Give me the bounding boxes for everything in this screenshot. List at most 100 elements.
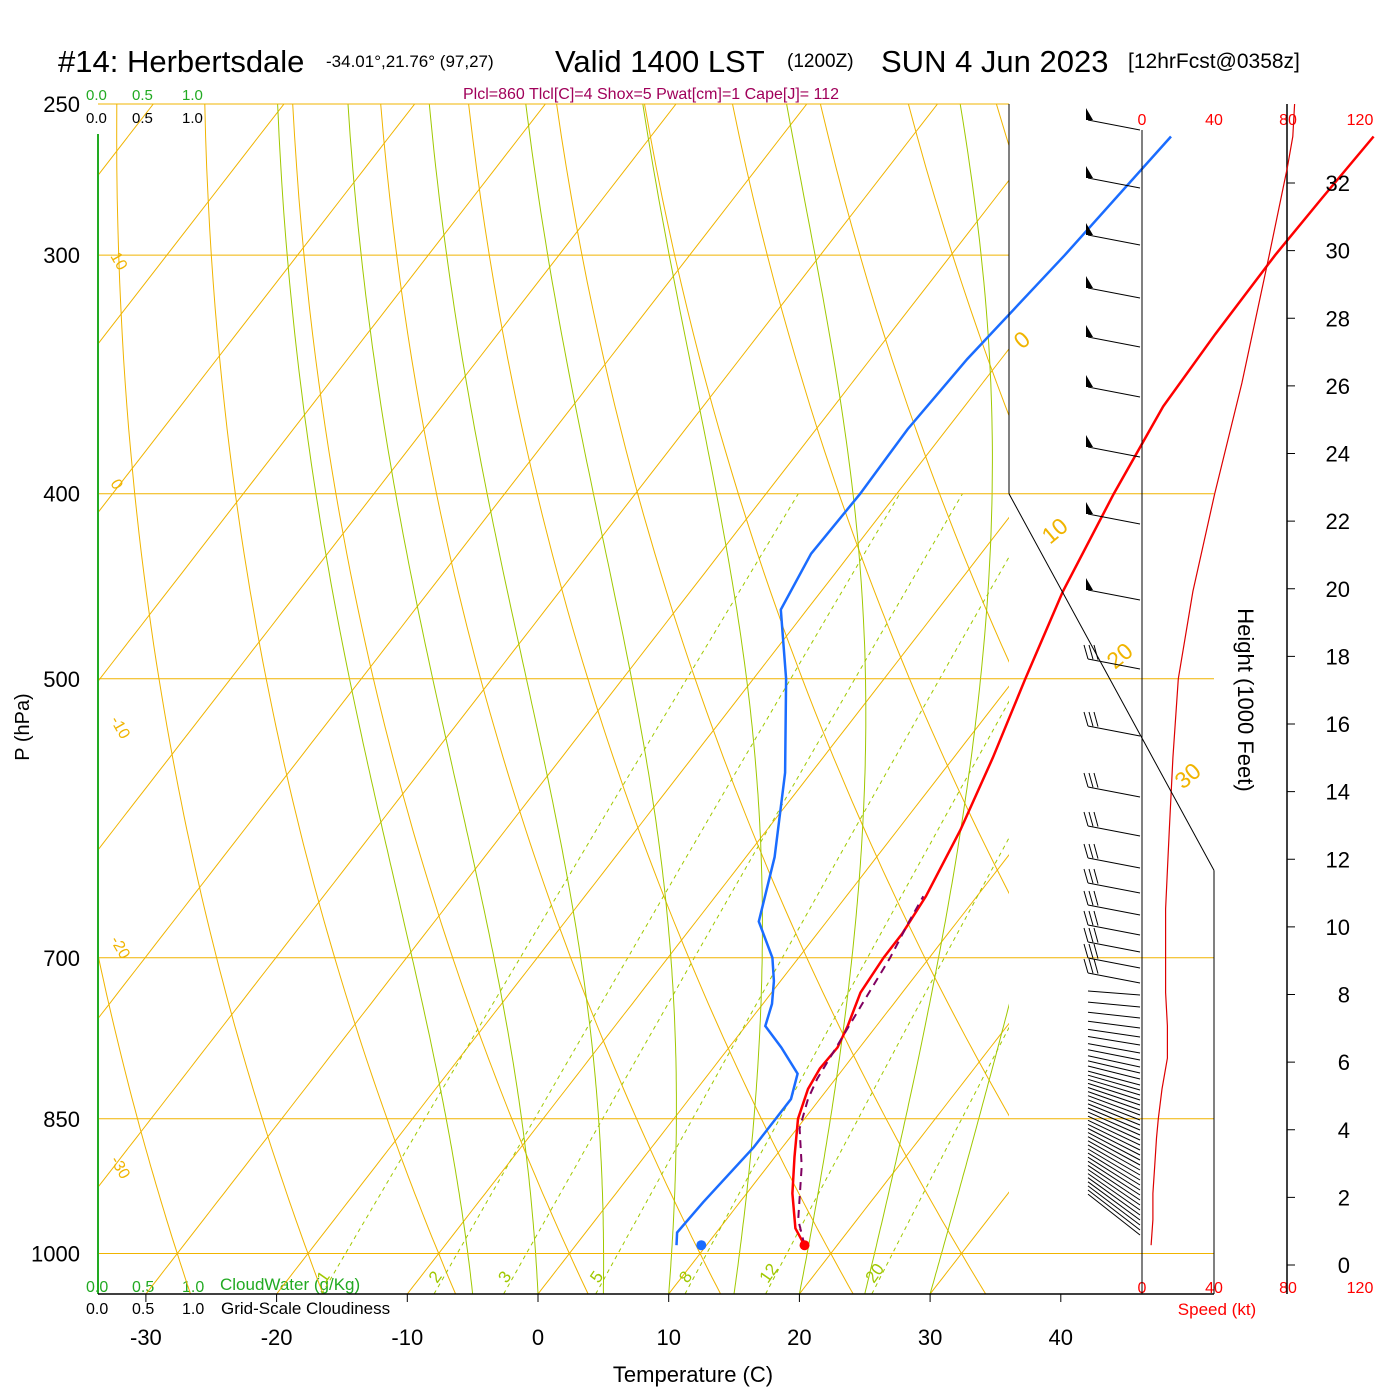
cloud-scale-top: 0.0 0.5 1.0 0.0 0.5 1.0	[86, 87, 203, 127]
wind-barb-shaft	[1087, 882, 1141, 894]
wind-barb-feather	[1093, 644, 1099, 660]
wind-barb-feather	[1088, 644, 1094, 660]
wind-barb-shaft	[1087, 1078, 1141, 1096]
station-coords: -34.01°,21.76° (97,27)	[326, 52, 494, 71]
wind-barb-shaft	[1087, 1132, 1141, 1161]
wind-barb-shaft	[1087, 1099, 1141, 1121]
isotherm	[1192, 104, 1400, 1294]
moist-adiabat	[428, 104, 605, 1294]
cloud-top-black-2: 1.0	[182, 110, 203, 127]
x-tick-label: 10	[656, 1325, 680, 1350]
mixing-ratio-line	[684, 700, 1009, 1294]
wind-barb-feather	[1083, 811, 1089, 827]
height-tick-label: 0	[1338, 1253, 1350, 1278]
wind-barb-feather	[1083, 943, 1089, 959]
dry-adiabat	[819, 104, 1009, 663]
wind-barb-shaft	[1087, 386, 1141, 398]
wind-barb-feather	[1083, 711, 1089, 727]
mixing-ratio-label: 20	[862, 1260, 888, 1286]
wind-barb-shaft	[1087, 941, 1141, 953]
moist-adiabat-label: 10	[1037, 512, 1073, 548]
profiles	[675, 135, 1375, 1251]
cloud-top-black-0: 0.0	[86, 110, 107, 127]
wind-barb-shaft	[1087, 1060, 1141, 1074]
wind-barb-feather	[1083, 890, 1089, 906]
wind-barb-shaft	[1087, 1070, 1141, 1086]
wind-barb-shaft	[1087, 1011, 1141, 1019]
wind-barb-shaft	[1087, 1055, 1141, 1068]
wind-barb-shaft	[1087, 1111, 1141, 1136]
dry-adiabat-label: -30	[107, 1154, 133, 1183]
y-tick-label: 500	[43, 667, 80, 692]
wind-barb-flag	[1086, 276, 1093, 288]
speed-axis-label: Speed (kt)	[1178, 1300, 1256, 1319]
wind-barb-shaft	[1087, 1087, 1141, 1106]
wind-barb-feather	[1088, 910, 1094, 926]
y-tick-label: 400	[43, 482, 80, 507]
wind-barb-feather	[1088, 890, 1094, 906]
wind-barb-flag	[1086, 375, 1093, 387]
cloud-top-green-1: 0.5	[132, 87, 153, 104]
wind-barb-shaft	[1087, 1028, 1141, 1038]
dry-adiabat	[556, 104, 987, 1294]
wind-barb-shaft	[1087, 825, 1141, 837]
dry-adiabat	[116, 104, 324, 1294]
moist-adiabat-label: 0	[1009, 326, 1036, 354]
wind-barb-shaft	[1087, 1103, 1141, 1126]
wind-barb-shaft	[1087, 1156, 1141, 1191]
wind-barb-shaft	[1087, 1074, 1141, 1091]
dry-adiabat	[907, 104, 1009, 417]
wind-barb-shaft	[1087, 1119, 1141, 1146]
wind-barb-shaft	[1087, 1185, 1141, 1226]
isotherm	[98, 104, 416, 514]
x-tick-label: 40	[1049, 1325, 1073, 1350]
x-tick-label: 0	[532, 1325, 544, 1350]
wind-barb-shaft	[1087, 1136, 1141, 1166]
cloud-bottom-black-1: 0.5	[132, 1301, 154, 1318]
x-tick-label: 30	[918, 1325, 942, 1350]
mixing-ratio-line	[595, 556, 1009, 1294]
speed-tick-top-0: 0	[1138, 112, 1147, 129]
dry-adiabat	[98, 952, 191, 1294]
wind-barb-feather	[1093, 868, 1099, 884]
isotherm	[1322, 104, 1400, 1294]
wind-barb-feather	[1088, 927, 1094, 943]
wind-barb-shaft	[1087, 1043, 1141, 1054]
wind-barb-shaft	[1087, 1065, 1141, 1080]
valid-date: SUN 4 Jun 2023	[881, 44, 1108, 79]
speed-tick-top-80: 80	[1279, 112, 1297, 129]
wind-barb-shaft	[1087, 904, 1141, 916]
wind-barb-shaft	[1087, 1020, 1141, 1029]
moist-adiabat	[786, 104, 867, 1294]
mixing-ratio-line	[765, 836, 1009, 1294]
wind-barb-flag	[1086, 325, 1093, 337]
dry-adiabat	[644, 104, 1009, 1117]
wind-barb-shaft	[1087, 1173, 1141, 1211]
x-tick-label: -10	[391, 1325, 423, 1350]
wind-barb-shaft	[1087, 177, 1141, 189]
wind-barb-feather	[1093, 843, 1099, 859]
mixing-ratio-label: 3	[494, 1268, 515, 1287]
wind-barb-flag	[1086, 502, 1093, 514]
wind-barb-feather	[1088, 772, 1094, 788]
dry-adiabat	[468, 104, 854, 1294]
wind-barb-shaft	[1087, 287, 1141, 299]
wind-barb-shaft	[1087, 972, 1141, 984]
isotherm	[929, 1191, 1009, 1294]
wind-barb-shaft	[1087, 1128, 1141, 1156]
dewpoint-line	[675, 135, 1172, 1246]
wind-barb-shaft	[1087, 1123, 1141, 1151]
moist-adiabat-label: 30	[1170, 757, 1206, 793]
wind-barb-shaft	[1087, 725, 1141, 737]
isotherm	[276, 348, 1009, 1294]
mixing-ratio-label: 12	[756, 1260, 782, 1286]
wind-barb-feather	[1093, 711, 1099, 727]
wind-barb-feather	[1083, 958, 1089, 974]
height-tick-label: 28	[1326, 306, 1350, 331]
valid-time: Valid 1400 LST	[555, 44, 765, 79]
cloudwater-label: CloudWater (g/Kg)	[220, 1275, 360, 1294]
wind-barb-feather	[1093, 927, 1099, 943]
wind-barb-feather	[1083, 927, 1089, 943]
